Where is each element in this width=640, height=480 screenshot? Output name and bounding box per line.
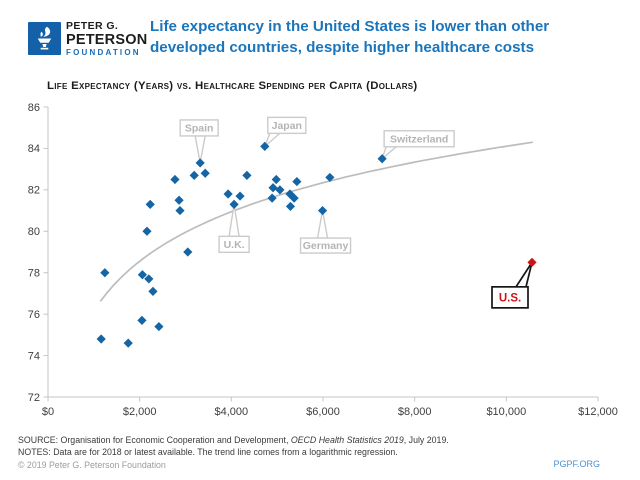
data-point bbox=[242, 170, 252, 180]
data-point bbox=[189, 170, 199, 180]
foundation-logo bbox=[28, 22, 61, 55]
data-point bbox=[200, 168, 210, 178]
logo-line-foundation: FOUNDATION bbox=[66, 48, 141, 57]
data-point bbox=[183, 247, 193, 257]
y-tick-label: 82 bbox=[28, 185, 40, 197]
y-tick-label: 72 bbox=[28, 392, 40, 404]
x-tick-label: $8,000 bbox=[398, 406, 432, 418]
copyright-line: © 2019 Peter G. Peterson Foundation bbox=[18, 459, 166, 470]
country-callout-us-pointer bbox=[514, 261, 533, 288]
data-point bbox=[292, 176, 302, 187]
trend-line bbox=[99, 141, 534, 302]
y-tick-label: 76 bbox=[28, 309, 40, 321]
us-data-point bbox=[527, 257, 537, 267]
data-point bbox=[260, 141, 270, 151]
data-point bbox=[223, 189, 233, 199]
country-callout-germany-box bbox=[299, 237, 352, 254]
country-callout-spain-box bbox=[179, 119, 219, 137]
data-point bbox=[289, 193, 299, 203]
data-point bbox=[175, 205, 185, 216]
country-callout-switzerland-box bbox=[383, 130, 455, 148]
notes-line: NOTES: Data are for 2018 or latest avail… bbox=[18, 446, 398, 457]
data-point bbox=[148, 286, 158, 296]
x-tick-label: $0 bbox=[42, 406, 54, 418]
country-callout-japan-box bbox=[267, 116, 307, 135]
data-point bbox=[325, 172, 335, 183]
country-callout-japan-label: Japan bbox=[272, 120, 302, 132]
data-point bbox=[144, 274, 154, 284]
data-point bbox=[275, 185, 285, 195]
data-point bbox=[154, 321, 164, 332]
data-point bbox=[195, 158, 205, 168]
data-point bbox=[123, 338, 133, 348]
country-callout-germany-label: Germany bbox=[303, 240, 349, 252]
x-tick-label: $10,000 bbox=[486, 406, 526, 418]
y-tick-label: 86 bbox=[28, 102, 40, 114]
page-title-line-1: Life expectancy in the United States is … bbox=[150, 18, 550, 35]
data-point bbox=[235, 191, 245, 201]
scatter-chart: 72 74 76 78 80 82 84 86 $0 $2,000 $4,000 $6,000 $8,0… bbox=[28, 102, 618, 418]
x-tick-label: $2,000 bbox=[123, 406, 157, 418]
country-callout-us-box bbox=[491, 286, 529, 309]
x-tick-label: $4,000 bbox=[215, 406, 249, 418]
country-callout-spain-label: Spain bbox=[185, 123, 214, 135]
y-tick-label: 80 bbox=[28, 226, 40, 238]
data-point bbox=[317, 205, 328, 216]
torch-icon bbox=[37, 26, 52, 50]
data-point bbox=[137, 315, 147, 325]
data-point bbox=[100, 268, 110, 278]
y-tick-label: 78 bbox=[28, 268, 40, 280]
logo-line-peter-g: PETER G. bbox=[66, 20, 119, 32]
x-tick-label: $12,000 bbox=[578, 406, 618, 418]
data-point bbox=[268, 183, 278, 193]
data-point bbox=[229, 199, 239, 209]
page-title: Life expectancy in the United States is … bbox=[150, 17, 628, 59]
data-point bbox=[377, 154, 387, 164]
pgpf-org-link[interactable]: PGPF.ORG bbox=[553, 459, 600, 469]
data-point bbox=[145, 199, 155, 209]
data-point bbox=[271, 174, 281, 185]
page-title-line-2: developed countries, despite higher heal… bbox=[150, 38, 535, 56]
data-point bbox=[174, 195, 184, 205]
y-tick-label: 74 bbox=[28, 350, 40, 362]
country-callout-switzerland-label: Switzerland bbox=[390, 133, 448, 145]
source-publication: OECD Health Statistics 2019 bbox=[290, 435, 404, 445]
data-point bbox=[170, 174, 180, 185]
country-callout-uk-box bbox=[218, 235, 250, 254]
chart-title: Life Expectancy (Years) vs. Healthcare S… bbox=[47, 80, 418, 92]
data-point bbox=[267, 193, 277, 203]
country-callout-uk-label: U.K. bbox=[224, 239, 245, 251]
y-tick-label: 84 bbox=[28, 143, 40, 155]
x-tick-label: $6,000 bbox=[306, 406, 340, 418]
source-line: SOURCE: Organisation for Economic Cooper… bbox=[18, 435, 449, 445]
data-point bbox=[285, 201, 296, 212]
chart-footnotes: SOURCE: Organisation for Economic Cooper… bbox=[18, 435, 449, 472]
data-point bbox=[96, 334, 106, 344]
data-point bbox=[137, 270, 148, 280]
data-point bbox=[142, 226, 152, 236]
country-callout-us-label: U.S. bbox=[499, 292, 521, 304]
foundation-logo-text: PETER G. PETERSON FOUNDATION bbox=[66, 21, 147, 57]
logo-line-peterson: PETERSON bbox=[66, 31, 148, 48]
